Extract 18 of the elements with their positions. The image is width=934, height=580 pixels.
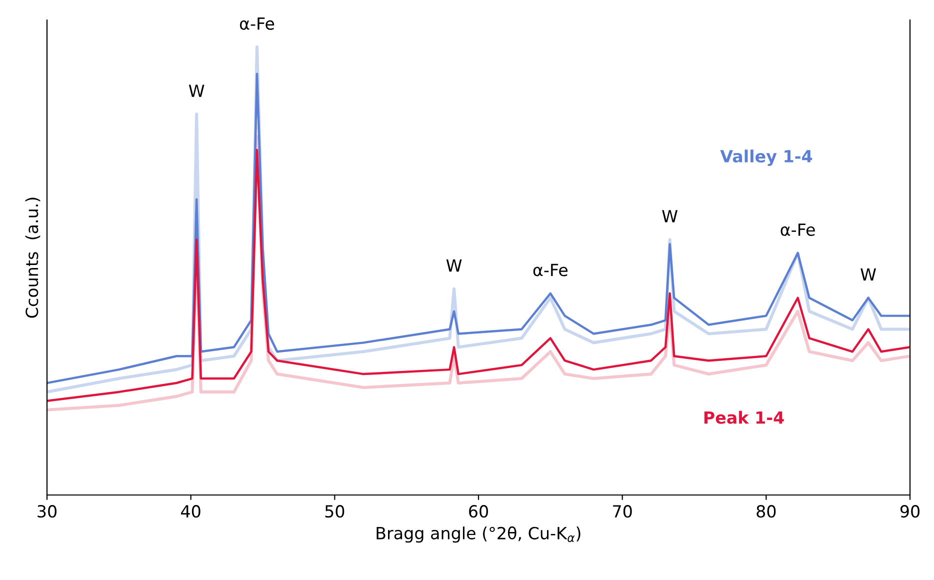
- annotation: W: [446, 259, 462, 272]
- x-tick-label: 40: [181, 505, 200, 518]
- x-tick-label: 30: [38, 505, 56, 518]
- annotation: W: [188, 84, 204, 97]
- x-tick-label: 90: [900, 505, 920, 518]
- x-tick-label: 50: [325, 505, 344, 518]
- annotation: α-Fe: [240, 17, 274, 30]
- y-axis-title: Ccounts (a.u.): [25, 198, 40, 318]
- text: Valley 1-4: [720, 150, 812, 166]
- text: Peak 1-4: [704, 410, 784, 424]
- x-tick-label: 80: [756, 505, 776, 518]
- annotation: α-Fe: [533, 264, 568, 276]
- annotation: W: [860, 268, 876, 281]
- annotation: W: [662, 210, 678, 222]
- x-tick-label: 60: [469, 505, 488, 518]
- annotation: α-Fe: [780, 224, 815, 236]
- x-tick-label: 70: [613, 505, 632, 518]
- x-axis-title: Bragg angle (°2θ, Cu-K$_{α}$): [376, 526, 580, 543]
